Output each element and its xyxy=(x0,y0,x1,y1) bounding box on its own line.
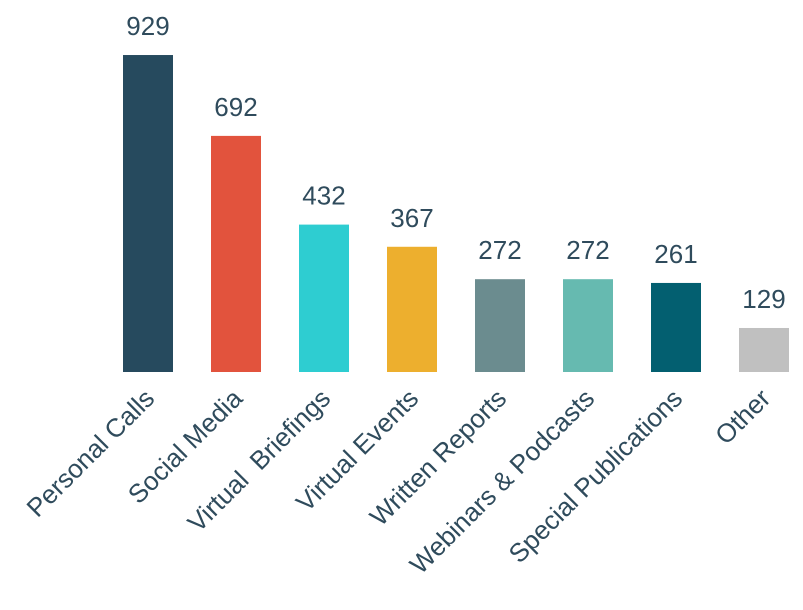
bar xyxy=(739,327,789,372)
value-label: 432 xyxy=(302,181,345,211)
value-label: 929 xyxy=(126,11,169,41)
value-label: 367 xyxy=(390,203,433,233)
value-label: 692 xyxy=(214,92,257,122)
x-tick-label: Other xyxy=(709,383,776,450)
value-label: 272 xyxy=(478,235,521,265)
bar xyxy=(387,246,437,372)
bar xyxy=(211,135,261,372)
bar xyxy=(475,279,525,372)
bar xyxy=(299,224,349,372)
value-label: 261 xyxy=(654,239,697,269)
x-tick-label: Special Publications xyxy=(502,383,688,569)
bar xyxy=(563,279,613,372)
bar xyxy=(123,55,173,372)
bar xyxy=(651,282,701,372)
value-label: 129 xyxy=(742,284,785,314)
value-label: 272 xyxy=(566,235,609,265)
